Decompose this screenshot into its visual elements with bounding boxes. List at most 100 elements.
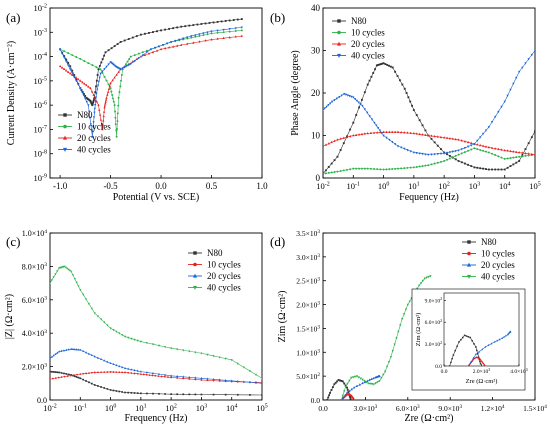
data-point [170,347,173,350]
data-point [172,27,175,30]
inset-data-point [448,365,451,366]
data-point [67,70,70,73]
data-point [394,70,397,73]
data-point [336,138,339,141]
y-tick-label: 10-4 [34,52,47,62]
data-point [506,149,509,152]
x-tick-label: 6.0×103 [396,404,420,413]
data-point [77,285,80,288]
data-point [397,167,400,170]
data-point [182,37,185,40]
data-point [391,349,394,353]
data-point [487,151,490,154]
data-point [73,75,76,79]
data-point [65,373,68,375]
legend-label: 10 cycles [351,28,385,38]
data-point [100,61,103,64]
data-point [83,60,86,62]
data-point [358,106,361,109]
data-point [124,366,127,370]
data-point [384,370,387,373]
plot-frame [49,7,263,179]
data-point [145,373,148,376]
data-point [497,155,500,158]
data-point [164,373,167,376]
data-point [118,67,121,71]
data-point [69,374,72,377]
data-point [439,135,443,139]
data-point [77,77,80,81]
data-point [460,152,463,155]
inset-data-point [477,356,480,359]
data-point [327,166,330,168]
data-point [104,51,107,54]
data-point [105,65,108,69]
data-point [534,130,535,133]
data-point [382,373,385,377]
x-tick-label: 103 [196,403,208,413]
data-point [194,34,197,37]
inset-x-axis-label: Zre (Ω·cm²) [466,378,498,385]
inset-data-point [481,348,484,351]
data-point [344,93,348,97]
series-layer [58,18,243,139]
data-point [343,92,346,96]
data-point [408,300,411,303]
inset-data-point [479,360,481,363]
data-point [355,114,358,117]
data-point [439,152,443,156]
data-point [69,72,72,75]
data-point [382,168,385,171]
data-point [101,70,104,73]
data-point [202,32,205,35]
data-point [323,144,325,148]
data-point [143,32,146,35]
data-point [117,67,120,70]
data-point [388,138,391,142]
data-point [236,379,239,383]
data-point [222,31,225,34]
data-point [88,110,91,113]
data-point [124,391,126,394]
data-point [66,267,69,270]
data-point [188,393,191,396]
data-point [141,51,144,54]
data-point [79,373,82,376]
data-point [79,348,82,351]
data-point [99,68,102,71]
data-point [65,348,68,351]
data-point [77,348,80,351]
data-point [92,93,95,96]
data-point [527,58,530,61]
data-point [375,64,378,67]
inset-y-axis-label: Zim (Ω·cm²) [415,313,422,347]
data-point [143,53,146,56]
data-point [342,136,345,139]
data-point [72,374,74,377]
data-point [68,269,71,272]
legend-label: 40 cycles [207,283,241,293]
data-point [128,58,131,61]
data-point [451,137,454,140]
data-point [366,167,369,170]
data-point [71,274,74,277]
data-point [439,160,442,163]
data-point [71,73,74,76]
data-point [370,383,374,386]
data-point [103,321,106,324]
data-point [248,380,251,384]
data-point [378,129,382,132]
data-point [448,136,452,140]
data-point [161,43,165,47]
data-point [75,376,78,378]
data-point [90,371,93,374]
data-point [67,52,70,55]
data-point [406,303,409,307]
legend-marker [193,273,197,278]
x-tick-label: 3.0×103 [354,404,378,413]
data-point [358,167,361,170]
data-point [194,393,197,396]
data-point [521,154,524,156]
data-point [70,347,73,350]
data-point [115,330,118,333]
